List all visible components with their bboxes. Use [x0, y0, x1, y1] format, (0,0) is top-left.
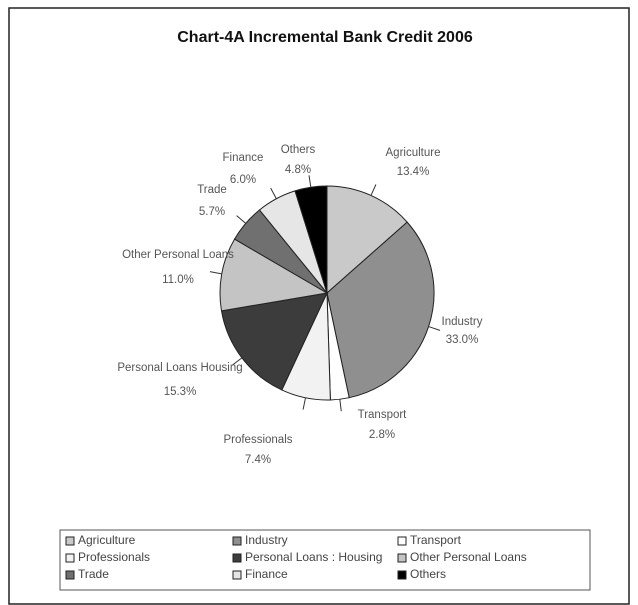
legend-label: Industry	[245, 533, 288, 547]
slice-value: 15.3%	[164, 386, 197, 398]
legend-swatch	[232, 553, 242, 563]
leader-line	[236, 215, 247, 224]
chart-title: Chart-4A Incremental Bank Credit 2006	[177, 29, 473, 46]
pie-slice	[220, 292, 328, 391]
legend-label: Finance	[245, 567, 288, 581]
slice-label: Transport	[358, 409, 408, 421]
legend-swatch	[232, 536, 242, 546]
slice-label: Trade	[197, 184, 227, 196]
slice-value: 13.4%	[397, 166, 430, 178]
slice-label: Personal Loans Housing	[117, 362, 242, 374]
leader-line	[302, 397, 306, 410]
legend-label: Agriculture	[78, 533, 136, 547]
slice-value: 2.8%	[369, 429, 395, 441]
slice-value: 6.0%	[230, 174, 256, 186]
legend-swatch	[65, 536, 75, 546]
slice-label: Others	[281, 144, 316, 156]
legend-swatch	[397, 536, 407, 546]
leader-line	[308, 175, 312, 188]
legend-label: Professionals	[78, 550, 150, 564]
slice-value: 33.0%	[446, 334, 479, 346]
legend-label: Other Personal Loans	[410, 550, 527, 564]
legend-label: Others	[410, 567, 446, 581]
slice-label: Professionals	[223, 434, 292, 446]
slice-value: 11.0%	[162, 274, 194, 286]
leader-line	[270, 187, 277, 199]
slice-value: 5.7%	[199, 206, 225, 218]
legend-swatch	[232, 570, 242, 580]
slice-label: Industry	[442, 316, 483, 328]
legend-swatch	[65, 553, 75, 563]
leader-line	[428, 326, 441, 331]
leader-line	[232, 357, 243, 366]
slice-label: Other Personal Loans	[122, 249, 234, 261]
leader-line	[209, 271, 222, 275]
legend-label: Personal Loans : Housing	[245, 550, 382, 564]
legend-swatch	[397, 570, 407, 580]
leader-line	[339, 399, 342, 412]
legend-swatch	[397, 553, 407, 563]
leader-line	[370, 184, 377, 196]
slice-value: 4.8%	[285, 164, 311, 176]
slice-label: Finance	[223, 152, 264, 164]
legend-label: Transport	[410, 533, 462, 547]
slice-value: 7.4%	[245, 454, 271, 466]
slice-label: Agriculture	[386, 147, 441, 159]
pie-slice	[294, 185, 328, 294]
legend-box	[59, 529, 591, 591]
pie-slice	[326, 185, 408, 295]
pie-slice	[219, 238, 329, 312]
legend-label: Trade	[78, 567, 109, 581]
legend-swatch	[65, 570, 75, 580]
